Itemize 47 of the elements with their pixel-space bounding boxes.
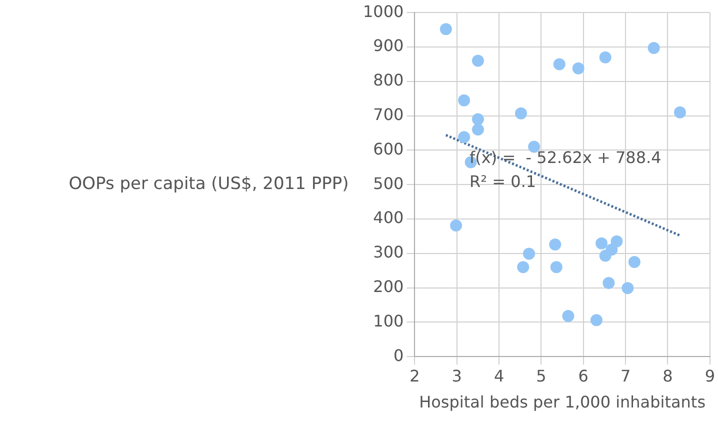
point xyxy=(590,314,602,326)
point xyxy=(674,106,686,118)
y-tick-label: 700 xyxy=(373,104,404,124)
y-tick-label: 900 xyxy=(373,36,404,56)
point xyxy=(562,310,574,322)
point xyxy=(450,220,462,232)
point xyxy=(628,256,640,268)
x-tick-label: 5 xyxy=(536,366,546,386)
x-axis-title: Hospital beds per 1,000 inhabitants xyxy=(419,392,706,412)
point xyxy=(440,23,452,36)
x-tick-label: 2 xyxy=(410,366,420,386)
x-tick-label: 7 xyxy=(620,366,631,386)
point xyxy=(610,235,623,248)
y-tick-label: 100 xyxy=(373,311,404,330)
x-tick-label: 3 xyxy=(452,366,462,386)
point xyxy=(622,282,634,294)
y-tick-label: 800 xyxy=(373,70,404,90)
y-tick-label: 1000 xyxy=(363,2,404,21)
point xyxy=(514,107,527,120)
y-tick-label: 500 xyxy=(373,174,404,193)
y-tick-label: 0 xyxy=(394,346,404,365)
x-tick-label: 4 xyxy=(494,366,504,386)
point xyxy=(550,261,562,274)
point xyxy=(458,94,470,106)
point xyxy=(572,62,584,74)
x-tick-label: 6 xyxy=(578,366,588,386)
x-tick-label: 8 xyxy=(662,366,673,386)
point xyxy=(599,51,612,64)
y-tick-label: 400 xyxy=(373,208,404,228)
point xyxy=(648,42,660,54)
y-tick-label: 600 xyxy=(373,139,404,158)
point xyxy=(528,140,540,153)
point xyxy=(549,238,562,250)
point xyxy=(472,54,484,67)
point xyxy=(553,58,566,70)
x-tick-label: 9 xyxy=(704,366,716,386)
annotation: R² = 0.1 xyxy=(470,172,536,192)
y-axis-title: OOPs per capita (US$, 2011 PPP) xyxy=(68,174,349,194)
point xyxy=(517,261,530,274)
point xyxy=(458,131,470,144)
y-tick-label: 300 xyxy=(373,242,404,262)
point xyxy=(596,237,608,250)
point xyxy=(602,276,615,289)
point xyxy=(472,113,484,126)
point xyxy=(472,124,484,136)
y-tick-label: 200 xyxy=(373,276,404,296)
point xyxy=(523,248,535,260)
